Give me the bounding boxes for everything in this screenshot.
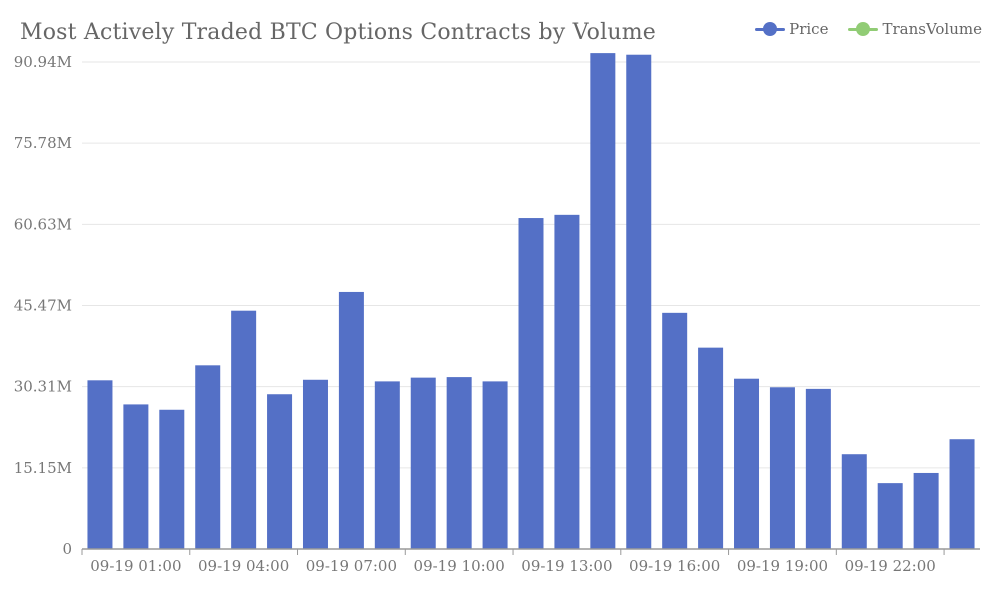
- bar[interactable]: [805, 388, 831, 549]
- x-tick-label: 09-19 13:00: [521, 557, 612, 575]
- bar[interactable]: [87, 380, 113, 549]
- axis-layer: 0 15.15M 30.31M 45.47M 60.63M 75.78M 90.94M 09-…: [14, 53, 980, 575]
- bar[interactable]: [482, 381, 508, 549]
- x-tick-label: 09-19 16:00: [629, 557, 720, 575]
- bar[interactable]: [374, 381, 400, 549]
- bar[interactable]: [590, 53, 616, 549]
- bar[interactable]: [338, 291, 364, 549]
- bar[interactable]: [913, 472, 939, 549]
- x-tick-label: 09-19 07:00: [306, 557, 397, 575]
- bar[interactable]: [877, 483, 903, 549]
- bar[interactable]: [949, 439, 975, 549]
- bar[interactable]: [626, 54, 652, 550]
- x-tick-label: 09-19 19:00: [737, 557, 828, 575]
- legend: Price TransVolume: [755, 20, 982, 38]
- bar[interactable]: [554, 214, 580, 549]
- y-tick-label: 0: [62, 540, 72, 558]
- bar[interactable]: [267, 394, 293, 549]
- y-tick-label: 30.31M: [14, 378, 72, 396]
- legend-item-price[interactable]: Price: [755, 20, 828, 38]
- legend-label-transvolume: TransVolume: [882, 20, 982, 38]
- legend-marker-transvolume: [848, 22, 879, 36]
- bar[interactable]: [410, 377, 436, 549]
- bar[interactable]: [123, 404, 149, 549]
- x-tick-label: 09-19 22:00: [845, 557, 936, 575]
- bar[interactable]: [302, 379, 328, 549]
- y-tick-label: 75.78M: [14, 134, 72, 152]
- legend-dot-price: [763, 22, 778, 36]
- legend-dot-transvolume: [856, 22, 871, 36]
- x-tick-label: 09-19 04:00: [198, 557, 289, 575]
- bar[interactable]: [231, 310, 257, 549]
- x-tick-label: 09-19 01:00: [90, 557, 181, 575]
- y-tick-label: 90.94M: [14, 53, 72, 71]
- legend-marker-price: [755, 22, 786, 36]
- bar-layer: [87, 53, 975, 550]
- legend-label-price: Price: [789, 20, 829, 38]
- legend-item-transvolume[interactable]: TransVolume: [848, 20, 982, 38]
- chart-title: Most Actively Traded BTC Options Contrac…: [20, 20, 657, 45]
- bar[interactable]: [841, 454, 867, 549]
- bar[interactable]: [159, 409, 185, 549]
- bar[interactable]: [734, 378, 760, 549]
- bar[interactable]: [518, 218, 544, 549]
- y-tick-label: 45.47M: [14, 297, 72, 315]
- bar[interactable]: [698, 347, 724, 549]
- bar[interactable]: [446, 377, 472, 549]
- bar[interactable]: [195, 365, 221, 549]
- bar[interactable]: [769, 387, 795, 549]
- y-tick-label: 15.15M: [14, 459, 72, 477]
- bar[interactable]: [662, 312, 688, 549]
- x-tick-label: 09-19 10:00: [414, 557, 505, 575]
- y-tick-label: 60.63M: [14, 215, 72, 233]
